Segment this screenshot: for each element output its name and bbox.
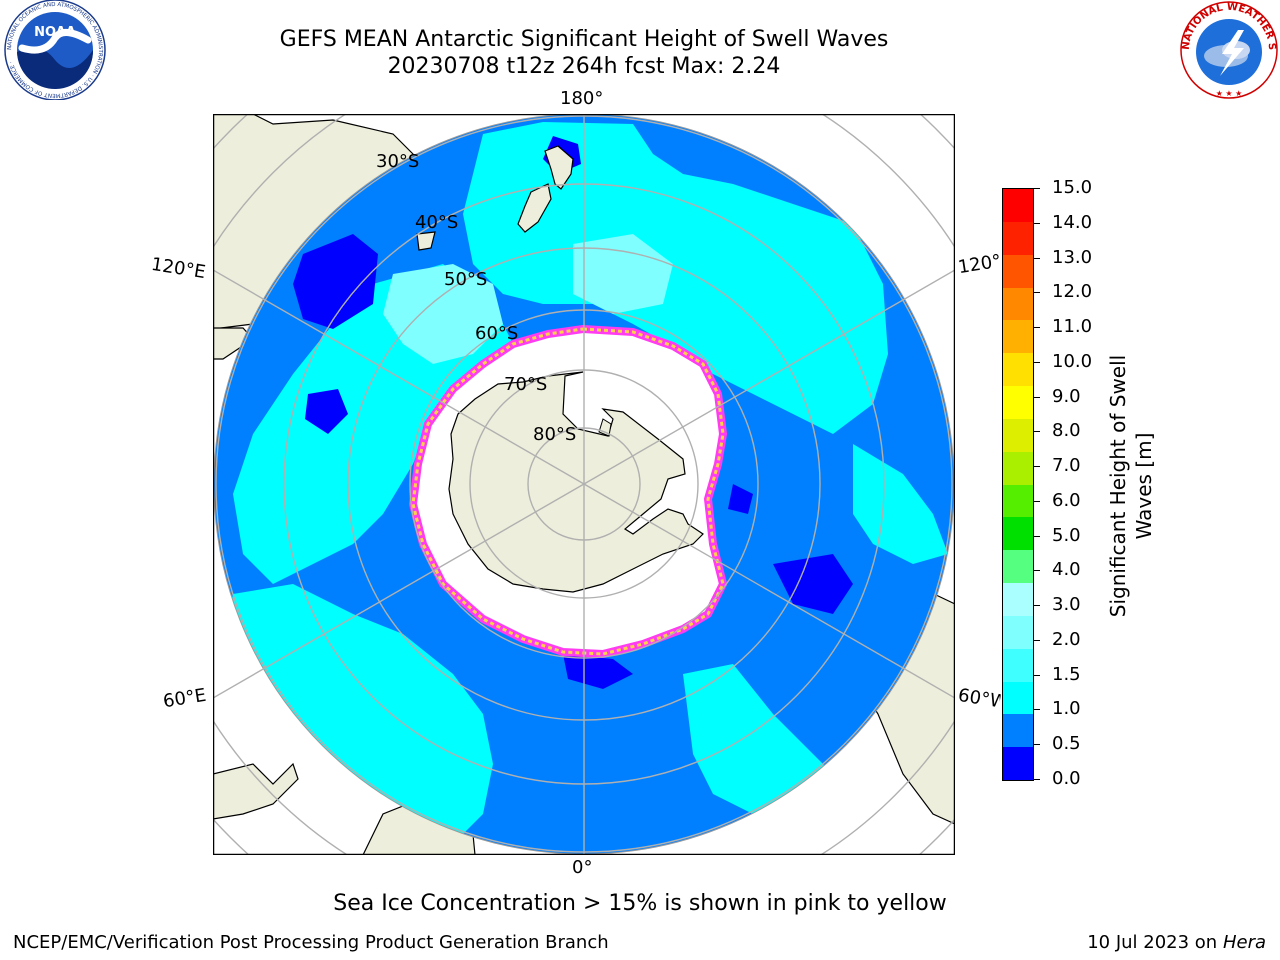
colorbar-tick-label: 15.0 — [1052, 177, 1093, 198]
colorbar-ticks: 0.0 0.5 1.0 1.5 2.0 3.0 4.0 5.0 6.0 7.0 8.0 9.0 10.0… — [1034, 0, 1104, 960]
colorbar-tick-label: 3.0 — [1052, 594, 1081, 616]
colorbar-tick-mark — [1034, 779, 1040, 780]
noaa-wordmark: NOAA — [34, 25, 76, 40]
nws-logo: NATIONAL WEATHER SERVICE ★ ★ ★ — [1178, 0, 1278, 99]
colorbar-tick-label: 4.0 — [1052, 559, 1081, 581]
swell-0-0p5 — [293, 136, 853, 689]
lat-label-50s: 50°S — [444, 269, 488, 290]
colorbar-segment — [1003, 747, 1033, 780]
new-zealand — [517, 145, 574, 233]
colorbar-tick-label: 1.5 — [1052, 663, 1081, 685]
colorbar-segment — [1003, 681, 1033, 715]
colorbar-tick-label: 2.0 — [1052, 628, 1081, 650]
map-title: GEFS MEAN Antarctic Significant Height o… — [279, 27, 889, 52]
colorbar-label-line2: Waves [m] — [1132, 432, 1156, 540]
colorbar-tick-mark — [1034, 188, 1040, 189]
lon-label-60w: 60°W — [956, 684, 1002, 713]
colorbar-segment — [1003, 189, 1033, 222]
graticule — [213, 114, 955, 855]
swell-1p5-2 — [383, 234, 673, 364]
map-subtitle: 20230708 t12z 264h fcst Max: 2.24 — [387, 54, 781, 79]
colorbar-tick-mark — [1034, 570, 1040, 572]
colorbar-tick-label: 8.0 — [1052, 420, 1081, 442]
colorbar-segment — [1003, 714, 1033, 748]
colorbar-segment — [1003, 320, 1033, 354]
colorbar-segment — [1003, 418, 1033, 452]
colorbar-tick-mark — [1034, 605, 1040, 607]
colorbar-segment — [1003, 287, 1033, 321]
colorbar-tick-label: 0.5 — [1052, 733, 1081, 755]
colorbar-tick-label: 14.0 — [1052, 211, 1093, 233]
colorbar-tick-label: 11.0 — [1052, 316, 1093, 338]
colorbar-tick-mark — [1034, 639, 1040, 641]
colorbar-tick-mark — [1034, 431, 1040, 433]
colorbar-segment — [1003, 353, 1033, 387]
lat-label-60s: 60°S — [475, 323, 519, 344]
colorbar-segment — [1003, 517, 1033, 551]
colorbar-tick-mark — [1034, 674, 1040, 676]
map-frame — [213, 114, 955, 855]
lon-label-0: 0° — [572, 857, 593, 878]
colorbar-segment — [1003, 386, 1033, 419]
footer-host: Hera — [1222, 932, 1266, 953]
colorbar-tick-label: 5.0 — [1052, 524, 1081, 546]
colorbar-tick-label: 12.0 — [1052, 281, 1093, 303]
lon-label-180: 180° — [560, 88, 604, 109]
colorbar-tick-label: 1.0 — [1052, 698, 1081, 720]
colorbar-tick-mark — [1034, 292, 1040, 294]
colorbar-tick-label: 13.0 — [1052, 246, 1093, 268]
colorbar-label-line1: Significant Height of Swell — [1106, 354, 1130, 618]
colorbar-tick-mark — [1034, 327, 1040, 329]
colorbar-tick-mark — [1034, 535, 1040, 537]
lat-label-40s: 40°S — [415, 212, 459, 233]
tasmania — [416, 231, 436, 251]
lon-label-120e: 120°E — [149, 253, 208, 284]
colorbar — [1002, 188, 1034, 781]
lat-label-70s: 70°S — [504, 374, 548, 395]
colorbar-label: Significant Height of Swell Waves [m] — [1101, 330, 1161, 640]
noaa-logo: NATIONAL OCEANIC AND ATMOSPHERIC ADMINIS… — [4, 0, 106, 100]
lat-label-80s: 80°S — [533, 424, 577, 445]
colorbar-tick-label: 6.0 — [1052, 489, 1081, 511]
colorbar-segment — [1003, 451, 1033, 485]
svg-text:★ ★ ★: ★ ★ ★ — [1216, 89, 1243, 98]
colorbar-tick-mark — [1034, 500, 1040, 502]
colorbar-tick-mark — [1034, 257, 1040, 259]
colorbar-segment — [1003, 615, 1033, 649]
lat-label-30s: 30°S — [376, 151, 420, 172]
lon-label-120w: 120°W — [956, 250, 1002, 279]
colorbar-tick-mark — [1034, 744, 1040, 746]
colorbar-segment — [1003, 583, 1033, 616]
colorbar-tick-label: 7.0 — [1052, 455, 1081, 477]
sea-ice-caption: Sea Ice Concentration > 15% is shown in … — [333, 891, 947, 916]
colorbar-tick-label: 0.0 — [1052, 768, 1081, 789]
footer-date: 10 Jul 2023 on Hera — [1087, 932, 1266, 953]
footer-branch: NCEP/EMC/Verification Post Processing Pr… — [13, 932, 609, 953]
antarctica — [448, 371, 704, 593]
footer-date-text: 10 Jul 2023 on — [1087, 932, 1223, 953]
colorbar-tick-mark — [1034, 709, 1040, 711]
colorbar-segment — [1003, 221, 1033, 255]
colorbar-segment — [1003, 648, 1033, 682]
colorbar-tick-mark — [1034, 466, 1040, 468]
colorbar-tick-label: 9.0 — [1052, 385, 1081, 407]
colorbar-segment — [1003, 550, 1033, 584]
colorbar-tick-mark — [1034, 222, 1040, 224]
lon-label-60e: 60°E — [161, 684, 208, 713]
polar-map — [213, 114, 955, 855]
colorbar-tick-mark — [1034, 396, 1040, 398]
colorbar-tick-label: 10.0 — [1052, 350, 1093, 372]
colorbar-tick-mark — [1034, 361, 1040, 363]
colorbar-segment — [1003, 484, 1033, 518]
colorbar-segment — [1003, 254, 1033, 288]
